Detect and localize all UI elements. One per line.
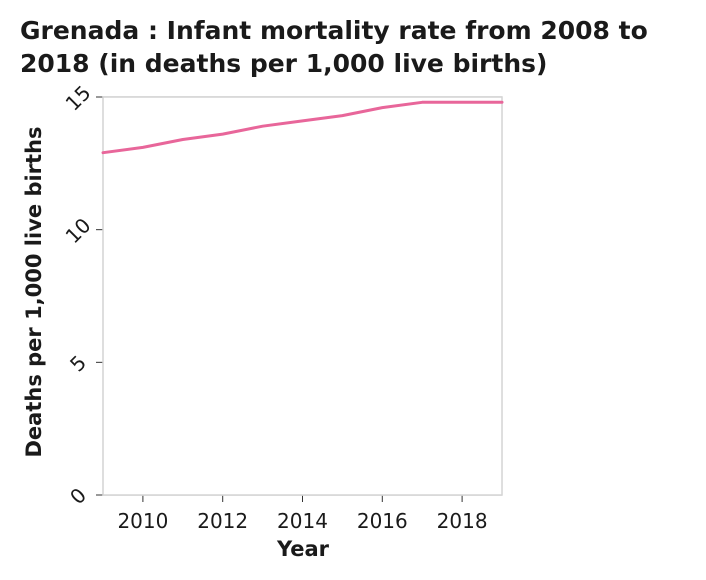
plot-background: [103, 97, 502, 495]
y-axis-label: Deaths per 1,000 live births: [22, 126, 46, 457]
y-tick-label: 15: [61, 81, 96, 116]
plot-border: [102, 96, 503, 496]
plot-area: [102, 96, 503, 496]
chart-title: Grenada : Infant mortality rate from 200…: [20, 16, 648, 78]
x-tick-label: 2018: [437, 509, 488, 533]
y-tick-label: 0: [65, 483, 91, 509]
y-tick-label: 5: [65, 350, 91, 376]
x-tick-labels: 2010 2012 2014 2016 2018: [117, 509, 487, 533]
series-line: [101, 100, 504, 155]
x-axis-label: Year: [276, 537, 330, 561]
y-tick-label: 10: [61, 213, 96, 248]
x-tick-label: 2010: [117, 509, 168, 533]
x-tick-label: 2012: [197, 509, 248, 533]
x-tick-label: 2014: [277, 509, 328, 533]
series-layer: [101, 100, 504, 155]
y-tick-labels: 0 5 10 15: [61, 81, 96, 509]
x-tick-label: 2016: [357, 509, 408, 533]
